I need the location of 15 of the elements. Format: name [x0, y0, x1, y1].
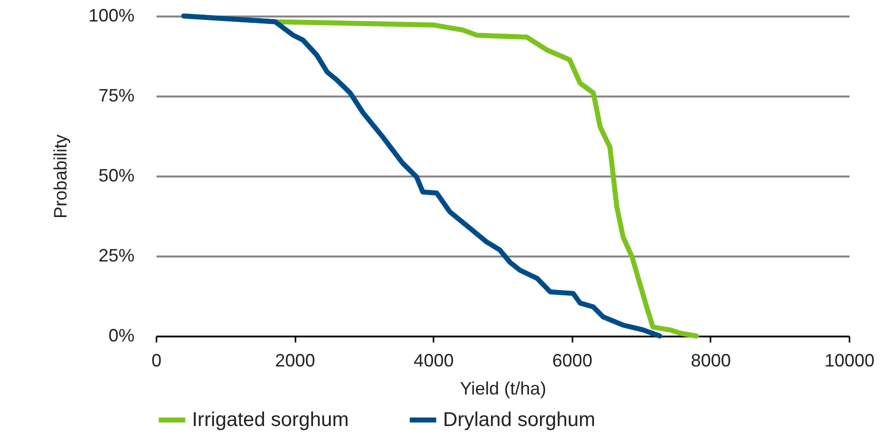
x-tick-label: 4000	[414, 350, 454, 370]
legend-label: Dryland sorghum	[443, 409, 596, 431]
x-tick-label: 10000	[824, 350, 875, 370]
y-tick-label: 100%	[88, 6, 134, 26]
y-tick-label: 25%	[98, 246, 134, 266]
y-axis-title: Probability	[50, 134, 70, 219]
x-axis-title: Yield (t/ha)	[460, 378, 546, 398]
x-tick-label: 2000	[275, 350, 316, 370]
legend-label: Irrigated sorghum	[192, 409, 349, 431]
y-tick-label: 0%	[108, 326, 134, 346]
x-tick-label: 0	[151, 350, 162, 370]
y-tick-label: 50%	[98, 166, 134, 186]
x-tick-label: 8000	[690, 350, 731, 370]
x-tick-label: 6000	[552, 350, 592, 370]
y-tick-label: 75%	[98, 86, 134, 106]
